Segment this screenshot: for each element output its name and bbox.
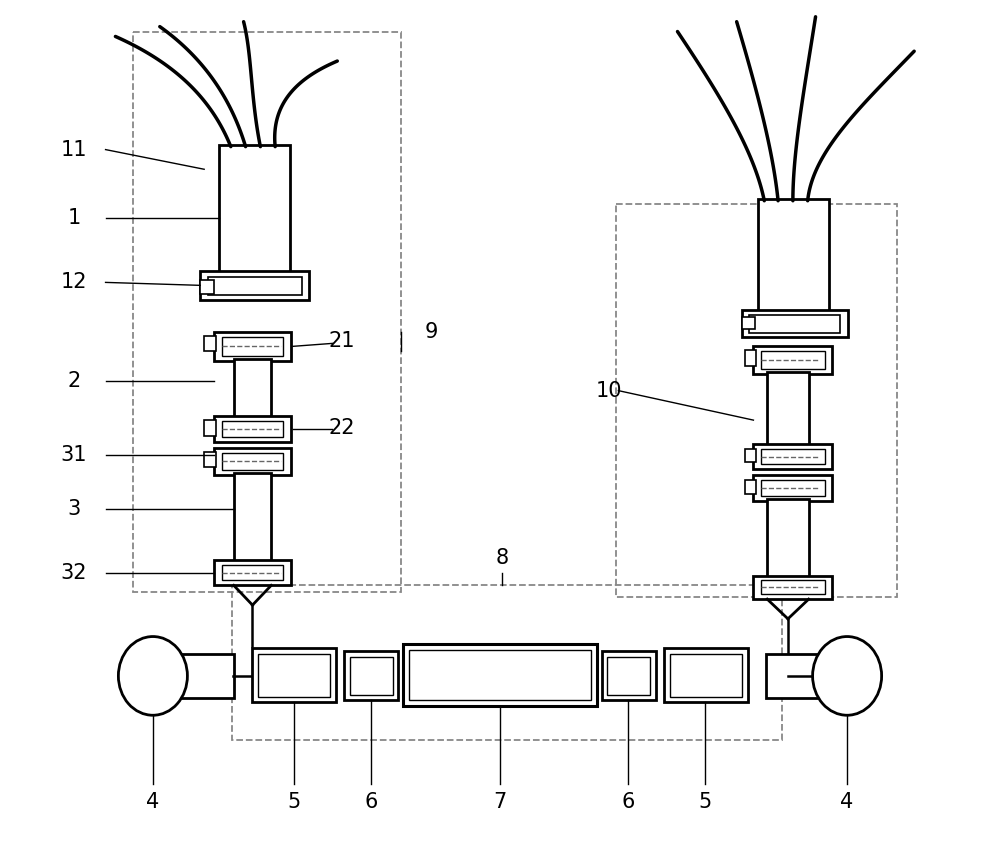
Bar [222,337,283,357]
Text: 6: 6 [364,792,378,811]
Bar [180,654,234,698]
Text: 5: 5 [698,792,712,811]
Text: 10: 10 [595,380,622,401]
Bar [214,560,291,586]
Bar [745,351,756,366]
Text: 21: 21 [329,332,355,351]
Bar [133,32,401,593]
Bar [214,332,291,361]
Bar [208,278,302,295]
Bar [403,645,597,706]
Bar [753,575,832,599]
Bar [200,280,214,294]
Text: 9: 9 [424,321,438,342]
Bar [344,652,398,700]
Text: 1: 1 [67,209,81,228]
Bar [200,270,309,300]
Bar [745,481,756,494]
Bar [767,498,809,577]
Bar [767,372,809,445]
Text: 4: 4 [840,792,854,811]
Text: 8: 8 [495,548,509,568]
Text: 31: 31 [61,445,87,464]
Bar [219,144,290,273]
Bar [350,657,393,694]
Text: 11: 11 [61,139,87,160]
Bar [234,474,271,562]
Bar [761,351,825,369]
Bar [742,317,755,328]
Bar [742,310,848,338]
Bar [204,451,216,468]
Text: 6: 6 [622,792,635,811]
Bar [761,581,825,594]
Bar [204,420,216,436]
Text: 22: 22 [329,418,355,438]
Text: 2: 2 [67,371,81,391]
Bar [214,416,291,442]
Bar [670,654,742,697]
Text: 12: 12 [61,273,87,292]
Bar [753,444,832,469]
Bar [616,203,897,597]
Bar [602,652,656,700]
Bar [761,449,825,464]
Bar [252,648,336,703]
Bar [607,657,650,694]
Ellipse shape [813,637,882,716]
Bar [232,586,782,740]
Bar [222,422,283,437]
Bar [409,651,591,700]
Text: 4: 4 [146,792,160,811]
Bar [766,654,820,698]
Bar [664,648,748,703]
Bar [258,654,330,697]
Bar [749,315,840,333]
Bar [204,335,216,351]
Bar [214,448,291,475]
Bar [761,481,825,496]
Text: 3: 3 [67,498,81,519]
Ellipse shape [118,637,187,716]
Bar [745,449,756,463]
Bar [234,359,271,418]
Bar [758,198,829,312]
Text: 5: 5 [287,792,301,811]
Bar [753,346,832,374]
Text: 32: 32 [61,563,87,582]
Text: 7: 7 [493,792,507,811]
Bar [753,475,832,501]
Bar [222,565,283,581]
Bar [222,452,283,470]
